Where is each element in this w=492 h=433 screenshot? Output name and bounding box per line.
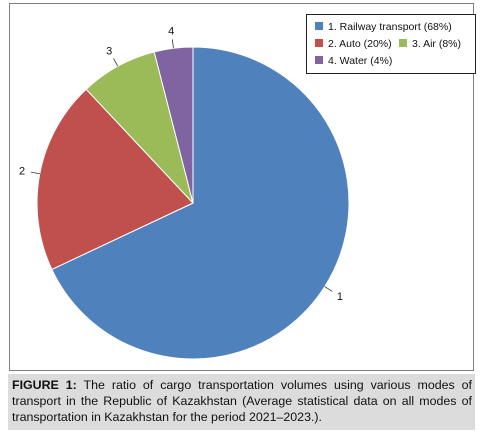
legend: 1. Railway transport (68%) 2. Auto (20%)… [306,14,476,74]
slice-label-air: 3 [106,46,112,58]
legend-swatch-auto [315,39,323,48]
legend-swatch-water [315,56,323,65]
pie-slice-railway [51,46,350,360]
figure-caption-text: The ratio of cargo transportation volume… [12,378,472,424]
legend-label-air: 3. Air (8%) [412,38,462,50]
leader-line-water [171,39,174,49]
leader-line-air [113,58,119,67]
legend-label-water: 4. Water (4%) [328,55,393,67]
slice-label-water: 4 [168,25,174,37]
figure-caption: FIGURE 1: The ratio of cargo transportat… [12,377,472,425]
leader-line-auto [30,171,40,175]
legend-swatch-air [399,39,407,48]
figure-caption-label: FIGURE 1: [12,378,77,392]
chart-frame: 1 2 3 4 1. Railway transport (68%) 2. Auto … [9,3,476,371]
pie-chart: 1 2 3 4 [19,25,350,360]
legend-item-railway: 1. Railway transport (68%) [315,20,452,34]
legend-item-water: 4. Water (4%) [315,54,392,68]
legend-item-air: 3. Air (8%) [399,37,461,51]
legend-label-auto: 2. Auto (20%) [328,38,392,50]
legend-swatch-railway [315,22,323,31]
leader-line-railway [324,286,333,292]
legend-label-railway: 1. Railway transport (68%) [328,21,452,33]
legend-item-auto: 2. Auto (20%) [315,37,392,51]
slice-label-auto: 2 [19,165,25,177]
figure-caption-bar: FIGURE 1: The ratio of cargo transportat… [8,374,475,430]
pie-slice-auto [36,88,194,271]
slice-label-railway: 1 [337,291,343,303]
